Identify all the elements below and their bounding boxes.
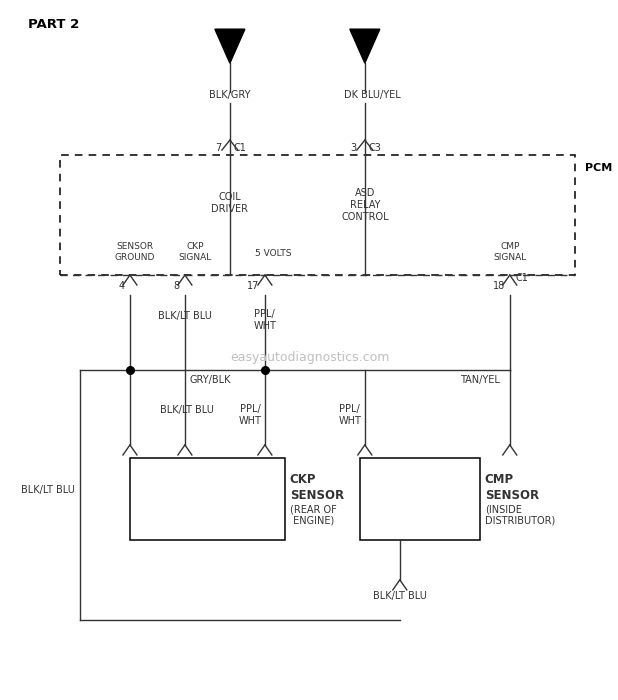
Polygon shape — [350, 29, 380, 63]
Text: 18: 18 — [493, 281, 505, 291]
Text: (REAR OF
 ENGINE): (REAR OF ENGINE) — [290, 504, 337, 526]
Text: PPL/
WHT: PPL/ WHT — [239, 404, 261, 426]
Text: 7: 7 — [216, 143, 222, 153]
Text: 3: 3 — [350, 143, 357, 153]
Text: BLK/LT BLU: BLK/LT BLU — [160, 405, 214, 415]
Text: C1: C1 — [516, 273, 528, 283]
Text: PPL/
WHT: PPL/ WHT — [253, 309, 276, 331]
Text: easyautodiagnostics.com: easyautodiagnostics.com — [230, 351, 389, 365]
Text: BLK/LT BLU: BLK/LT BLU — [21, 485, 75, 495]
Text: 4: 4 — [119, 281, 125, 291]
Text: ASD
RELAY
CONTROL: ASD RELAY CONTROL — [341, 188, 389, 223]
Text: TAN/YEL: TAN/YEL — [460, 375, 500, 385]
Text: PPL/
WHT: PPL/ WHT — [339, 404, 362, 426]
Text: CKP
SENSOR: CKP SENSOR — [290, 473, 344, 503]
Text: DK BLU/YEL: DK BLU/YEL — [344, 90, 401, 100]
Text: PART 2: PART 2 — [28, 18, 79, 32]
Text: 8: 8 — [174, 281, 180, 291]
Text: BLK/LT BLU: BLK/LT BLU — [373, 591, 427, 601]
Bar — [360, 458, 480, 540]
Text: BLK/LT BLU: BLK/LT BLU — [158, 311, 212, 321]
Text: 17: 17 — [247, 281, 259, 291]
Text: A: A — [225, 38, 235, 50]
Text: BLK/GRY: BLK/GRY — [209, 90, 251, 100]
Text: GRY/BLK: GRY/BLK — [190, 375, 231, 385]
Text: B: B — [360, 38, 370, 50]
Bar — [130, 458, 285, 540]
Text: C1: C1 — [234, 143, 247, 153]
Text: CKP
SIGNAL: CKP SIGNAL — [178, 242, 211, 262]
Bar — [60, 155, 575, 275]
Text: SENSOR
GROUND: SENSOR GROUND — [115, 242, 155, 262]
Text: (INSIDE
DISTRIBUTOR): (INSIDE DISTRIBUTOR) — [485, 504, 555, 526]
Text: CMP
SIGNAL: CMP SIGNAL — [493, 242, 527, 262]
Polygon shape — [215, 29, 245, 63]
Text: COIL
DRIVER: COIL DRIVER — [211, 192, 248, 214]
Text: CMP
SENSOR: CMP SENSOR — [485, 473, 539, 503]
Text: 5 VOLTS: 5 VOLTS — [255, 248, 291, 258]
Text: C3: C3 — [369, 143, 382, 153]
Text: PCM: PCM — [585, 163, 612, 173]
